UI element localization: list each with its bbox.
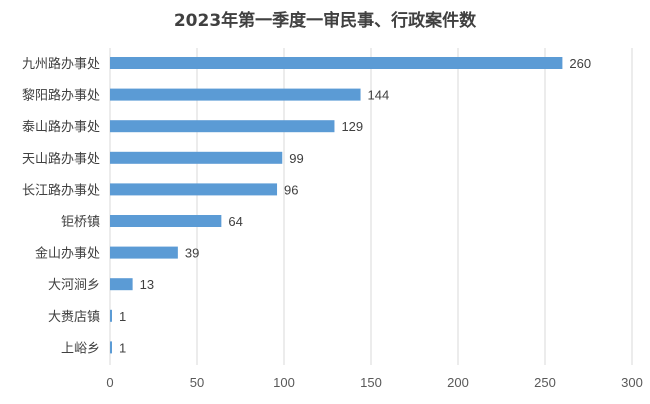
value-label-2: 129 — [341, 119, 363, 134]
x-tick-label-200: 200 — [447, 375, 469, 390]
category-label-1: 黎阳路办事处 — [22, 88, 100, 104]
value-label-6: 39 — [185, 246, 199, 261]
bar-2 — [110, 120, 335, 133]
category-label-0: 九州路办事处 — [22, 56, 100, 72]
x-tick-label-0: 0 — [106, 375, 113, 390]
category-label-5: 钜桥镇 — [61, 215, 100, 230]
x-tick-label-150: 150 — [360, 375, 382, 390]
bar-6 — [110, 246, 178, 259]
value-label-0: 260 — [569, 56, 591, 71]
bar-1 — [110, 88, 361, 101]
value-label-7: 13 — [140, 277, 154, 292]
bar-3 — [110, 151, 283, 164]
bar-8 — [110, 309, 112, 322]
x-tick-label-300: 300 — [621, 375, 643, 390]
x-axis-ticks: 0 50 100 150 200 250 300 — [106, 375, 642, 390]
bars — [110, 57, 563, 354]
bar-9 — [110, 341, 112, 354]
bar-7 — [110, 278, 133, 291]
data-labels: 260 144 129 99 96 64 39 13 1 1 — [119, 56, 591, 355]
chart-title: 2023年第一季度一审民事、行政案件数 — [174, 10, 477, 31]
bar-0 — [110, 57, 563, 69]
category-label-6: 金山办事处 — [35, 246, 100, 262]
bar-4 — [110, 183, 278, 196]
x-tick-label-100: 100 — [273, 375, 295, 390]
category-labels: 九州路办事处黎阳路办事处泰山路办事处天山路办事处长江路办事处钜桥镇金山办事处大河… — [22, 56, 100, 356]
value-label-3: 99 — [289, 151, 303, 166]
value-label-9: 1 — [119, 340, 126, 355]
x-tick-label-50: 50 — [190, 375, 204, 390]
category-label-8: 大赉店镇 — [48, 310, 100, 325]
value-label-1: 144 — [368, 88, 390, 103]
value-label-8: 1 — [119, 309, 126, 324]
value-label-4: 96 — [284, 182, 298, 197]
category-label-9: 上峪乡 — [61, 341, 100, 356]
category-label-4: 长江路办事处 — [22, 182, 100, 198]
x-tick-label-250: 250 — [534, 375, 556, 390]
category-label-3: 天山路办事处 — [22, 151, 100, 167]
category-label-2: 泰山路办事处 — [22, 119, 100, 135]
gridlines — [109, 48, 633, 365]
value-label-5: 64 — [228, 214, 242, 229]
bar-5 — [110, 215, 222, 227]
category-label-7: 大河涧乡 — [48, 278, 100, 293]
